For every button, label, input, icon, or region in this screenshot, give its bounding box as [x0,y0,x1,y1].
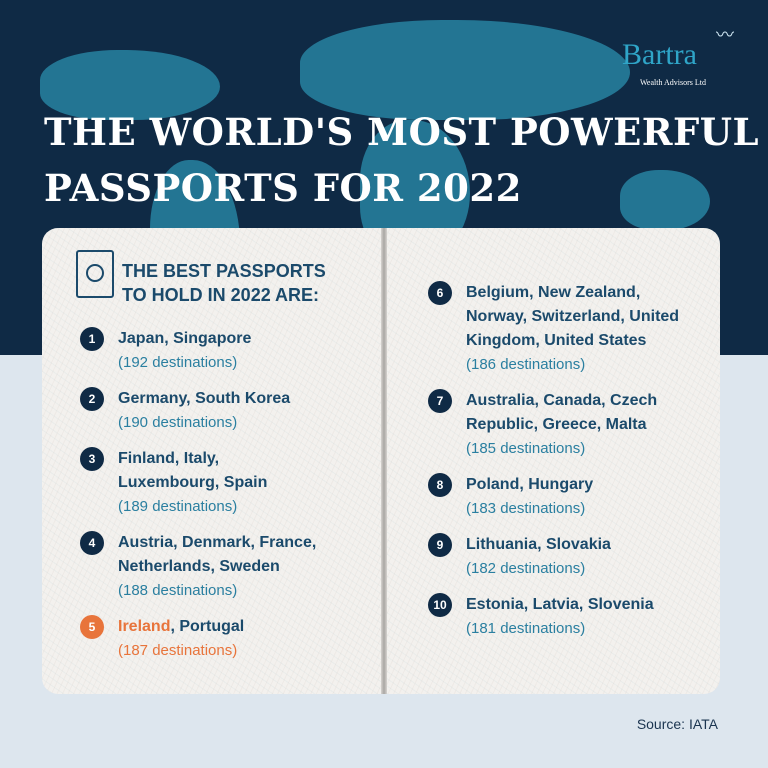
list-item: 3 Finland, Italy, Luxembourg, Spain (189… [80,447,318,519]
rank-badge: 5 [80,615,104,639]
rank-badge: 4 [80,531,104,555]
countries: Austria, Denmark, France, Netherlands, S… [118,534,317,575]
country: , Portugal [170,618,245,635]
countries: Belgium, New Zealand, Norway, Switzerlan… [466,284,680,349]
world-map-decoration [300,20,630,120]
destinations-count: (188 destinations) [118,582,238,599]
bird-logo-icon: 〰 [716,25,734,45]
list-item: 4 Austria, Denmark, France, Netherlands,… [80,531,358,603]
rank-badge: 3 [80,447,104,471]
countries: Estonia, Latvia, Slovenia [466,596,654,613]
destinations-count: (183 destinations) [466,500,586,517]
logo: 〰 Bartra Wealth Advisors Ltd [618,26,758,100]
book-spine [381,228,387,694]
list-item-highlighted: 5 Ireland, Portugal (187 destinations) [80,615,358,663]
countries: Lithuania, Slovakia [466,536,611,553]
destinations-count: (185 destinations) [466,440,586,457]
list-item: 6 Belgium, New Zealand, Norway, Switzerl… [428,281,701,377]
heading-line-2: TO HOLD IN 2022 ARE: [122,285,320,305]
rank-badge: 2 [80,387,104,411]
countries: Finland, Italy, Luxembourg, Spain [118,450,268,491]
countries: Germany, South Korea [118,390,291,407]
rank-badge: 7 [428,389,452,413]
list-item: 10 Estonia, Latvia, Slovenia (181 destin… [428,593,706,641]
list-item: 2 Germany, South Korea (190 destinations… [80,387,358,435]
destinations-count: (187 destinations) [118,642,238,659]
countries: Australia, Canada, Czech Republic, Greec… [466,392,658,433]
destinations-count: (189 destinations) [118,498,238,515]
source-note: Source: IATA [636,716,718,732]
countries: Japan, Singapore [118,330,252,347]
country-highlighted: Ireland [118,618,171,635]
rank-badge: 6 [428,281,452,305]
rank-badge: 1 [80,327,104,351]
logo-subtitle: Wealth Advisors Ltd [640,78,707,87]
passport-icon [76,250,114,298]
list-heading: THE BEST PASSPORTS TO HOLD IN 2022 ARE: [122,259,326,307]
destinations-count: (186 destinations) [466,356,586,373]
left-page-list: 1 Japan, Singapore (192 destinations) 2 G… [80,327,358,663]
rank-badge: 10 [428,593,452,617]
destinations-count: (192 destinations) [118,354,238,371]
title-line-2: PASSPORTS FOR 2022 [44,166,522,210]
list-item: 7 Australia, Canada, Czech Republic, Gre… [428,389,720,461]
title-line-1: THE WORLD'S MOST POWERFUL [44,110,760,154]
destinations-count: (182 destinations) [466,560,586,577]
destinations-count: (181 destinations) [466,620,586,637]
list-item: 8 Poland, Hungary (183 destinations) [428,473,706,521]
list-item: 1 Japan, Singapore (192 destinations) [80,327,358,375]
heading-line-1: THE BEST PASSPORTS [122,261,326,281]
passport-book: THE BEST PASSPORTS TO HOLD IN 2022 ARE: … [42,228,720,694]
rank-badge: 8 [428,473,452,497]
countries: Ireland, Portugal [118,615,358,639]
countries: Poland, Hungary [466,476,594,493]
right-page-list: 6 Belgium, New Zealand, Norway, Switzerl… [428,281,720,641]
globe-icon [86,264,104,282]
list-item: 9 Lithuania, Slovakia (182 destinations) [428,533,706,581]
world-map-decoration [620,170,710,230]
logo-brand: Bartra [622,38,697,71]
rank-badge: 9 [428,533,452,557]
world-map-decoration [40,50,220,120]
destinations-count: (190 destinations) [118,414,238,431]
page-title: THE WORLD'S MOST POWERFUL PASSPORTS FOR … [44,104,759,216]
